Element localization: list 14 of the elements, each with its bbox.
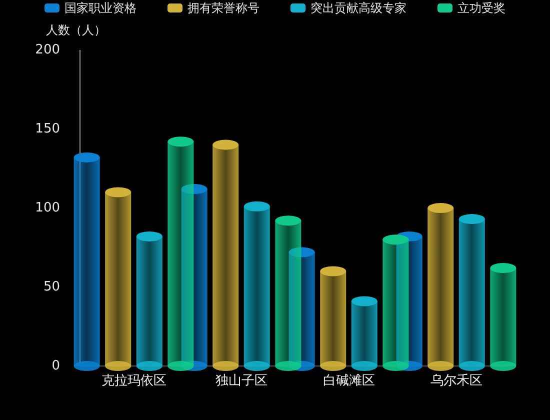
y-tick-label: 50 (43, 280, 60, 294)
y-tick-label: 200 (35, 42, 60, 58)
legend-label: 突出贡献高级专家 (310, 1, 406, 15)
x-tick-label: 独山子区 (215, 374, 268, 388)
legend-label: 立功受奖 (458, 1, 506, 15)
x-tick-label: 白碱滩区 (322, 374, 375, 388)
y-tick-label: 100 (35, 200, 60, 216)
y-tick-label: 0 (52, 358, 60, 374)
y-tick-label: 150 (35, 122, 60, 136)
legend-label: 国家职业资格 (64, 1, 136, 15)
legend-label: 拥有荣誉称号 (188, 1, 260, 15)
x-tick-label: 乌尔禾区 (430, 374, 482, 388)
x-tick-label: 克拉玛依区 (101, 374, 166, 388)
y-axis-title: 人数（人） (46, 23, 106, 37)
